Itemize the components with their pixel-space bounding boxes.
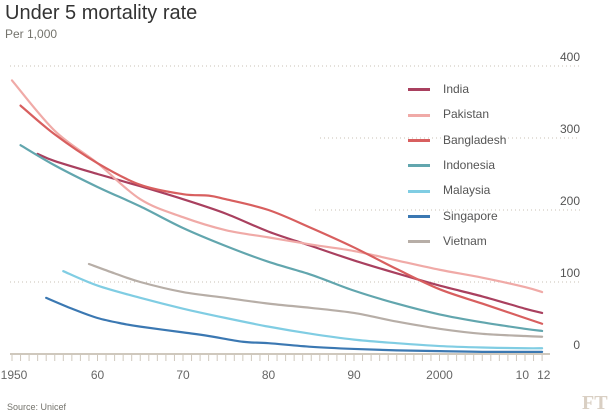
- chart-title: Under 5 mortality rate: [5, 2, 198, 24]
- x-tick-label: 80: [262, 368, 276, 382]
- series-line-indonesia: [19, 144, 544, 333]
- legend-label: Pakistan: [443, 107, 490, 122]
- legend-item-bangladesh: Bangladesh: [408, 133, 506, 147]
- y-tick-label: 200: [560, 194, 580, 208]
- legend-swatch: [408, 164, 430, 168]
- legend-swatch: [408, 240, 430, 244]
- x-tick-label: 60: [91, 368, 105, 382]
- legend-swatch: [408, 189, 430, 193]
- x-tick-label: 2000: [426, 368, 453, 382]
- legend-item-india: India: [408, 82, 469, 96]
- legend-item-singapore: Singapore: [408, 209, 498, 223]
- source-note: Source: Unicef: [7, 402, 67, 412]
- ft-logo: FT: [582, 392, 608, 414]
- legend-swatch: [408, 138, 430, 142]
- x-tick-label: 12: [537, 368, 551, 382]
- y-tick-label: 100: [560, 266, 580, 280]
- legend-swatch: [408, 113, 430, 117]
- series-line-singapore: [45, 296, 544, 353]
- legend-item-indonesia: Indonesia: [408, 158, 495, 172]
- legend-swatch: [408, 88, 430, 92]
- x-tick-label: 10: [516, 368, 530, 382]
- legend-label: Indonesia: [443, 157, 496, 172]
- legend-swatch: [408, 214, 430, 218]
- legend-label: Malaysia: [443, 183, 491, 198]
- legend-label: Singapore: [443, 208, 498, 223]
- x-tick-label: 90: [347, 368, 361, 382]
- legend-item-vietnam: Vietnam: [408, 234, 487, 248]
- y-tick-label: 400: [560, 50, 580, 64]
- series-line-vietnam: [87, 262, 544, 338]
- x-tick-label: 70: [176, 368, 190, 382]
- series-line-bangladesh: [19, 104, 544, 325]
- chart-subtitle: Per 1,000: [5, 27, 58, 41]
- legend-label: Vietnam: [443, 233, 487, 248]
- y-tick-label: 0: [573, 338, 580, 352]
- legend-item-malaysia: Malaysia: [408, 183, 490, 197]
- legend-label: Bangladesh: [443, 132, 507, 147]
- y-tick-label: 300: [560, 122, 580, 136]
- series-line-india: [36, 152, 544, 315]
- x-tick-label: 1950: [1, 368, 28, 382]
- legend-label: India: [443, 82, 470, 96]
- legend-item-pakistan: Pakistan: [408, 107, 489, 121]
- series-line-malaysia: [62, 270, 544, 350]
